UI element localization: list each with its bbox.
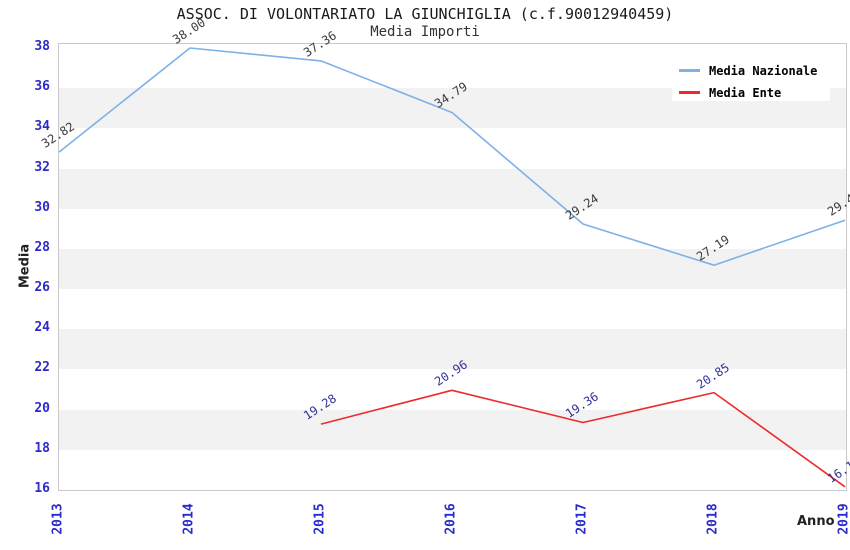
y-tick-label: 22 — [34, 360, 50, 376]
grid-band — [59, 409, 846, 450]
x-tick-label: 2013 — [50, 503, 66, 535]
x-tick-label: 2015 — [312, 503, 328, 535]
legend-line-swatch — [679, 91, 700, 94]
y-tick-label: 16 — [34, 481, 50, 496]
y-tick-label: 20 — [34, 400, 50, 416]
series-line-media-ente — [320, 389, 846, 488]
legend: Media Nazionale Media Ente — [672, 51, 830, 101]
x-axis-label: Anno — [797, 514, 835, 529]
y-tick-label: 32 — [34, 159, 50, 175]
grid-bands — [59, 44, 846, 490]
series-line-media-nazionale — [59, 47, 846, 266]
grid-band — [59, 168, 846, 209]
y-tick-label: 30 — [34, 199, 50, 215]
grid-band — [59, 329, 846, 370]
series-lines — [59, 47, 846, 488]
legend-item: Media Ente — [679, 83, 830, 102]
legend-label: Media Nazionale — [709, 63, 818, 78]
chart-subtitle: Media Importi — [370, 24, 480, 40]
legend-item: Media Nazionale — [679, 61, 830, 80]
y-tick-label: 26 — [34, 280, 50, 296]
x-tick-label: 2017 — [574, 503, 590, 535]
x-tick-label: 2019 — [836, 503, 850, 535]
chart-title: ASSOC. DI VOLONTARIATO LA GIUNCHIGLIA (c… — [176, 5, 674, 23]
legend-label: Media Ente — [709, 85, 782, 100]
legend-line-swatch — [679, 69, 700, 72]
y-tick-label: 36 — [34, 79, 50, 95]
x-tick-label: 2018 — [705, 503, 721, 535]
y-tick-label: 38 — [34, 39, 50, 54]
x-tick-label: 2016 — [443, 503, 459, 535]
grid-band — [59, 248, 846, 290]
y-tick-label: 24 — [34, 320, 50, 336]
y-tick-label: 34 — [34, 119, 50, 135]
plot-area — [58, 43, 847, 491]
y-tick-label: 28 — [34, 239, 50, 255]
y-tick-label: 18 — [34, 440, 50, 456]
x-tick-label: 2014 — [181, 503, 197, 535]
